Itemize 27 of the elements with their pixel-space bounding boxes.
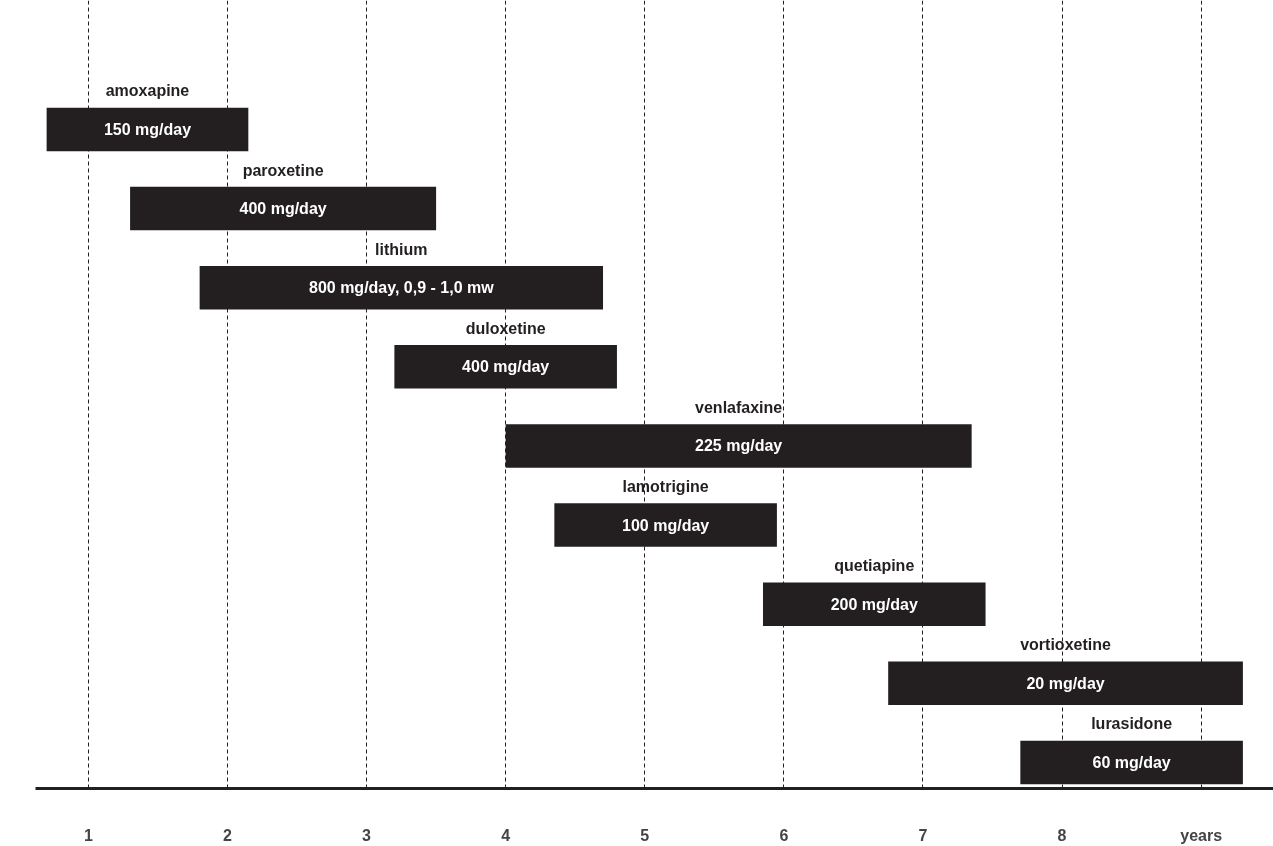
x-tick-label: 1: [83, 826, 93, 844]
y-tick-label: quetiapine: [834, 557, 915, 575]
y-tick-label: vortioxetine: [1020, 636, 1111, 654]
annotation: 225 mg/day: [695, 437, 783, 455]
annotation: 800 mg/day, 0,9 - 1,0 mw: [309, 279, 495, 297]
annotation: 100 mg/day: [622, 516, 710, 534]
annotation: 60 mg/day: [1092, 753, 1171, 771]
x-tick-label: 6: [779, 826, 789, 844]
y-tick-label: amoxapine: [105, 82, 190, 100]
x-tick-label: 5: [640, 826, 650, 844]
x-tick-label: years: [1180, 826, 1223, 844]
annotation: 400 mg/day: [462, 358, 550, 376]
annotation: 400 mg/day: [239, 200, 327, 218]
y-tick-label: venlafaxine: [695, 398, 783, 416]
y-tick-label: lithium: [375, 240, 428, 258]
annotation: 200 mg/day: [830, 595, 918, 613]
x-tick-label: 8: [1057, 826, 1067, 844]
x-tick-label: 3: [362, 826, 372, 844]
y-tick-label: duloxetine: [465, 319, 546, 337]
annotation: 20 mg/day: [1026, 674, 1105, 692]
y-tick-label: lurasidone: [1091, 715, 1173, 733]
y-tick-label: lamotrigine: [622, 478, 709, 496]
x-tick-label: 4: [501, 826, 511, 844]
x-tick-label: 2: [223, 826, 233, 844]
x-tick-label: 7: [918, 826, 928, 844]
annotation: 150 mg/day: [103, 120, 192, 138]
y-tick-label: paroxetine: [242, 161, 324, 179]
